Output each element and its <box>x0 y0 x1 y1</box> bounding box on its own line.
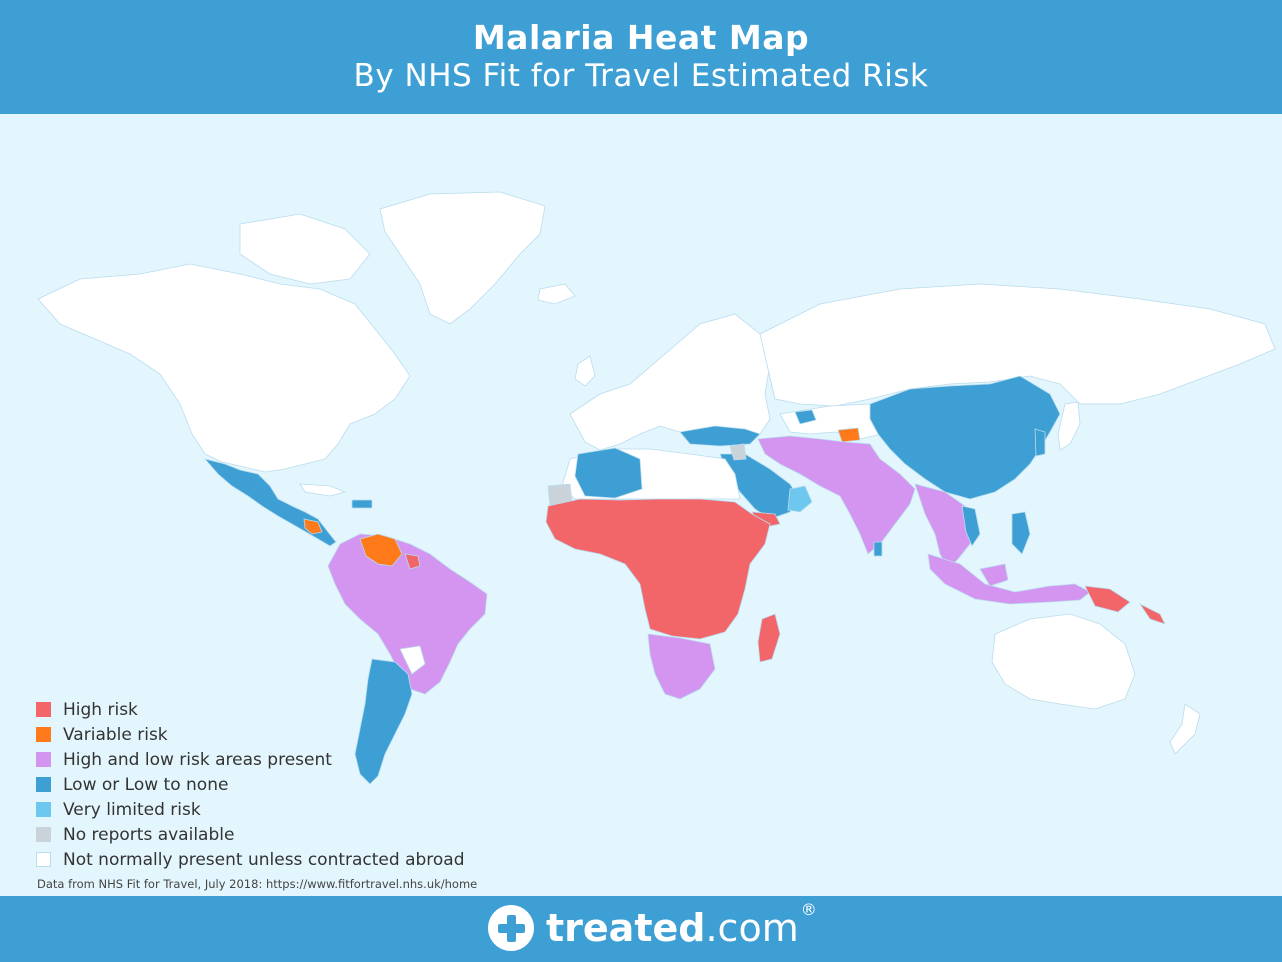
map-title: Malaria Heat Map <box>472 18 810 57</box>
region-southern-africa <box>647 633 716 700</box>
world-map-svg <box>37 191 1276 785</box>
world-map <box>0 114 1282 896</box>
source-note: Data from NHS Fit for Travel, July 2018:… <box>37 877 478 891</box>
legend-label: High and low risk areas present <box>63 749 332 770</box>
region-iran-pakistan-india <box>757 435 916 555</box>
region-caucasus <box>794 409 817 425</box>
region-iceland <box>537 283 576 305</box>
plus-icon <box>488 905 534 951</box>
region-levant <box>729 443 747 461</box>
legend-swatch <box>36 702 51 717</box>
region-hispaniola <box>351 499 373 509</box>
legend-swatch <box>36 727 51 742</box>
region-korea <box>1034 428 1046 457</box>
brand-logo[interactable]: treated.com ® <box>488 900 817 951</box>
legend-item-high-risk: High risk <box>36 697 465 722</box>
region-tajikistan <box>837 427 861 443</box>
legend-label: High risk <box>63 699 138 720</box>
header-banner: Malaria Heat Map By NHS Fit for Travel E… <box>0 0 1282 114</box>
region-solomon-islands <box>1138 602 1166 625</box>
region-europe <box>569 313 771 451</box>
region-oman <box>787 485 813 513</box>
region-papua <box>1084 585 1131 613</box>
map-subtitle: By NHS Fit for Travel Estimated Risk <box>353 58 929 94</box>
region-vietnam <box>961 505 981 547</box>
footer-banner <box>0 896 1282 962</box>
region-caribbean <box>299 483 347 497</box>
legend-label: Very limited risk <box>63 799 201 820</box>
region-algeria <box>574 447 643 499</box>
region-australia <box>991 613 1136 710</box>
legend-swatch <box>36 777 51 792</box>
region-paraguay-uruguay <box>399 645 426 675</box>
legend-swatch <box>36 802 51 817</box>
logo-text: treated.com ® <box>546 900 817 950</box>
region-uk <box>574 355 596 387</box>
region-nicaragua <box>303 518 323 535</box>
region-new-zealand <box>1169 703 1201 755</box>
region-borneo <box>979 563 1009 587</box>
legend-label: Not normally present unless contracted a… <box>63 849 465 870</box>
region-indonesia <box>927 553 1091 605</box>
legend-item-high-and-low: High and low risk areas present <box>36 747 465 772</box>
region-south-america <box>327 533 488 695</box>
region-venezuela <box>359 533 403 567</box>
region-canadian-arctic <box>239 213 371 285</box>
region-mexico-central-america <box>203 458 337 547</box>
legend-swatch <box>36 752 51 767</box>
region-sub-saharan-africa <box>545 498 771 640</box>
region-madagascar <box>757 613 781 663</box>
legend-label: Variable risk <box>63 724 168 745</box>
legend-item-no-reports: No reports available <box>36 822 465 847</box>
legend: High risk Variable risk High and low ris… <box>36 697 465 872</box>
region-china <box>869 375 1061 500</box>
logo-bold: treated <box>546 906 706 950</box>
legend-label: Low or Low to none <box>63 774 229 795</box>
region-guianas <box>404 553 421 570</box>
legend-item-low: Low or Low to none <box>36 772 465 797</box>
region-southeast-asia <box>914 483 976 570</box>
legend-swatch <box>36 852 51 867</box>
logo-rest: .com <box>705 906 799 950</box>
legend-item-variable-risk: Variable risk <box>36 722 465 747</box>
region-north-america <box>37 263 411 473</box>
legend-swatch <box>36 827 51 842</box>
region-japan <box>1057 401 1081 451</box>
region-sri-lanka <box>873 541 883 557</box>
registered-mark: ® <box>800 900 817 919</box>
legend-item-not-present: Not normally present unless contracted a… <box>36 847 465 872</box>
legend-label: No reports available <box>63 824 235 845</box>
legend-item-very-limited: Very limited risk <box>36 797 465 822</box>
region-philippines <box>1011 511 1031 555</box>
region-turkey <box>679 425 761 447</box>
region-greenland <box>379 191 546 325</box>
region-south-cone <box>354 658 413 785</box>
